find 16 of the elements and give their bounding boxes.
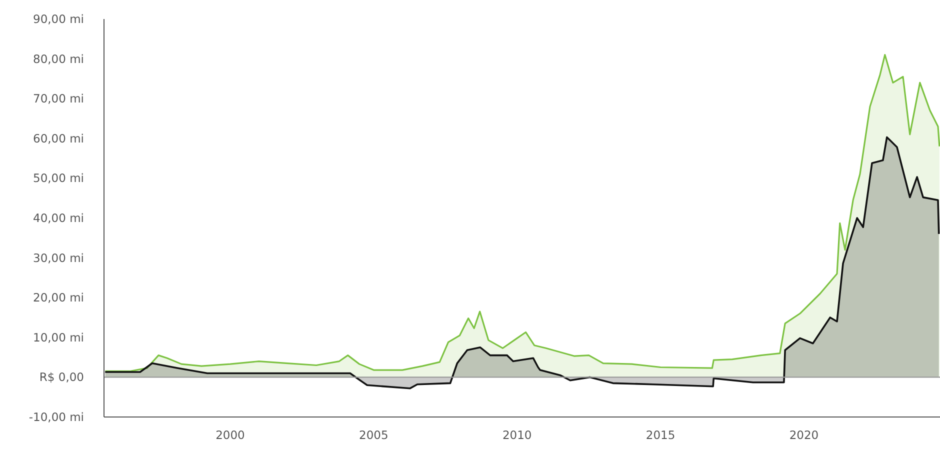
y-tick-label: 20,00 mi xyxy=(33,290,84,305)
x-tick-label: 2015 xyxy=(646,428,676,442)
y-tick-label: 40,00 mi xyxy=(33,211,84,226)
x-tick-label: 2010 xyxy=(502,428,532,442)
x-tick-label: 2005 xyxy=(359,428,388,442)
x-tick-label: 2000 xyxy=(216,428,245,442)
y-tick-label: 70,00 mi xyxy=(33,92,84,106)
y-tick-label: 80,00 mi xyxy=(33,52,84,66)
y-tick-label: -10,00 mi xyxy=(28,410,84,424)
y-tick-label: 60,00 mi xyxy=(33,131,84,146)
x-tick-label: 2020 xyxy=(789,428,819,442)
y-tick-label: 10,00 mi xyxy=(33,330,84,344)
y-tick-label: R$ 0,00 xyxy=(39,370,84,384)
y-tick-label: 30,00 mi xyxy=(33,250,84,265)
y-tick-label: 90,00 mi xyxy=(33,12,84,26)
y-tick-label: 50,00 mi xyxy=(33,171,84,186)
